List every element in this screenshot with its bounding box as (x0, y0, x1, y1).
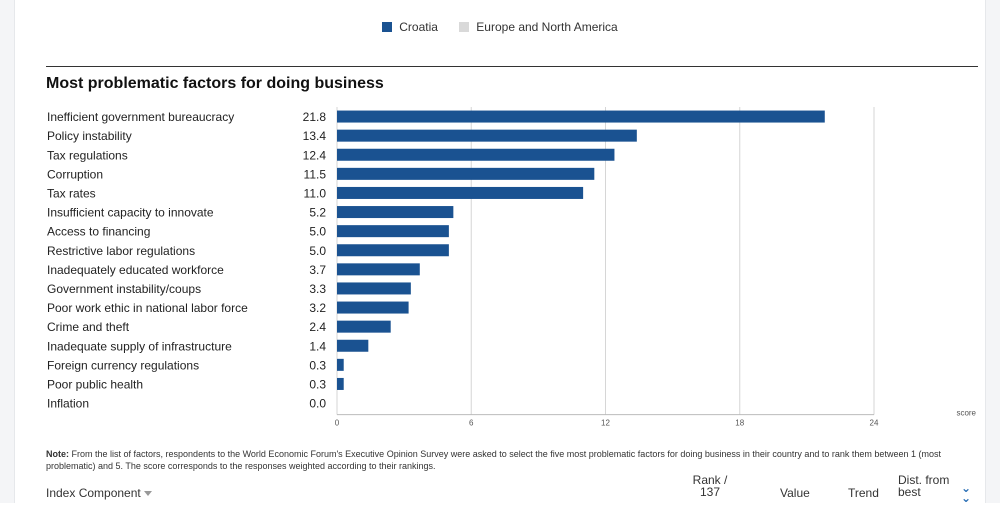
legend-swatch-croatia (382, 22, 393, 32)
legend-label-croatia: Croatia (399, 20, 438, 34)
note-prefix: Note: (46, 449, 69, 459)
value-label: 0.3 (309, 358, 326, 372)
bar (337, 301, 409, 314)
column-rank-label: Rank / (692, 473, 728, 487)
bar (337, 282, 411, 295)
bar-chart: 0 6 12 18 24 score Inefficient government bure… (47, 107, 977, 428)
legend-item-croatia[interactable]: Croatia (382, 20, 438, 34)
category-label: Crime and theft (47, 320, 130, 334)
category-label: Poor work ethic in national labor force (47, 301, 248, 315)
bar (337, 339, 369, 352)
bar (337, 110, 825, 123)
category-label: Restrictive labor regulations (47, 244, 195, 258)
category-label: Insufficient capacity to innovate (47, 206, 214, 220)
category-label: Policy instability (47, 129, 132, 143)
bar (337, 206, 454, 219)
column-value[interactable]: Value (780, 486, 810, 500)
category-label: Foreign currency regulations (47, 358, 199, 372)
table-header: Index Component Rank / 137 Value Trend D… (0, 472, 1000, 505)
x-tick-label-6: 6 (469, 419, 474, 428)
column-rank[interactable]: Rank / 137 (688, 474, 732, 498)
value-label: 1.4 (309, 339, 326, 353)
bar (337, 320, 391, 333)
title-divider (46, 66, 978, 67)
category-label: Tax regulations (47, 148, 128, 162)
column-rank-total: 137 (699, 485, 721, 499)
category-label: Inadequate supply of infrastructure (47, 339, 232, 353)
bar (337, 263, 420, 276)
category-label: Corruption (47, 167, 103, 181)
value-label: 21.8 (303, 110, 327, 124)
value-label: 12.4 (303, 148, 327, 162)
value-label: 13.4 (303, 129, 327, 143)
category-label: Inflation (47, 397, 89, 411)
column-dist-label: Dist. from (898, 473, 950, 487)
category-label: Government instability/coups (47, 282, 201, 296)
value-label: 2.4 (309, 320, 326, 334)
chart-legend: Croatia Europe and North America (0, 20, 1000, 35)
value-label: 5.0 (309, 244, 326, 258)
legend-swatch-region (459, 22, 470, 32)
category-label: Tax rates (47, 186, 96, 200)
value-label: 3.7 (309, 263, 326, 277)
value-label: 3.2 (309, 301, 326, 315)
bar (337, 148, 615, 161)
expand-down-icon[interactable]: ⌄ ⌄ (961, 481, 972, 505)
right-panel-edge (985, 0, 1000, 503)
value-label: 5.0 (309, 225, 326, 239)
x-axis-label: score (956, 409, 976, 418)
bar (337, 129, 637, 142)
bar (337, 377, 344, 390)
bar (337, 167, 595, 180)
bar (337, 225, 449, 238)
category-label: Poor public health (47, 377, 143, 391)
column-dist-from-best[interactable]: Dist. from best (898, 474, 949, 498)
category-label: Inadequately educated workforce (47, 263, 224, 277)
value-label: 0.0 (309, 397, 326, 411)
left-panel-edge (0, 0, 15, 503)
x-tick-label-0: 0 (335, 419, 340, 428)
value-label: 0.3 (309, 377, 326, 391)
bar (337, 244, 449, 257)
bar (337, 358, 344, 371)
column-dist-label-2: best (898, 485, 921, 499)
chart-title: Most problematic factors for doing busin… (46, 75, 384, 92)
category-label: Access to financing (47, 225, 150, 239)
x-tick-label-12: 12 (601, 419, 610, 428)
column-index-component[interactable]: Index Component (46, 486, 152, 500)
column-index-component-label: Index Component (46, 486, 141, 500)
category-label: Inefficient government bureaucracy (47, 110, 234, 124)
chart-note: Note: From the list of factors, responde… (46, 448, 976, 472)
x-tick-label-18: 18 (735, 419, 744, 428)
column-trend[interactable]: Trend (848, 486, 879, 500)
value-label: 11.5 (304, 167, 327, 181)
value-label: 3.3 (309, 282, 326, 296)
legend-item-region[interactable]: Europe and North America (459, 20, 618, 34)
x-tick-label-24: 24 (870, 419, 879, 428)
value-label: 11.0 (304, 186, 327, 200)
note-text: From the list of factors, respondents to… (46, 449, 941, 471)
sort-icon[interactable] (143, 491, 152, 497)
legend-label-region: Europe and North America (476, 20, 618, 34)
value-label: 5.2 (309, 206, 326, 220)
bar (337, 186, 584, 199)
